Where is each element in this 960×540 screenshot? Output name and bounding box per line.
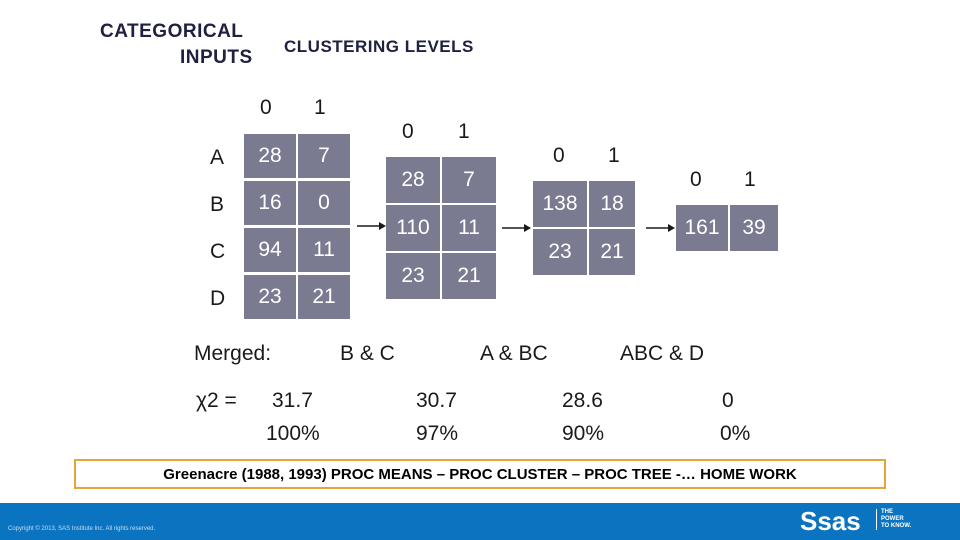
t1-col-0: 0 xyxy=(260,96,272,119)
t1-cell: 16 xyxy=(244,181,296,225)
t1-col-1: 1 xyxy=(314,96,326,119)
t1-cell: 0 xyxy=(298,181,350,225)
tagline-line: THE xyxy=(881,509,893,515)
t1-cell: 7 xyxy=(298,134,350,178)
tagline-line: TO KNOW. xyxy=(881,523,912,529)
t4-cell: 39 xyxy=(730,205,778,251)
t3-cell: 23 xyxy=(533,229,587,275)
chi-value: 0 xyxy=(722,389,734,412)
merged-a-bc: A & BC xyxy=(480,342,548,365)
t1-cell: 21 xyxy=(298,275,350,319)
t2-cell: 11 xyxy=(442,205,496,251)
merged-label: Merged: xyxy=(194,342,272,365)
t1-cell: 94 xyxy=(244,228,296,272)
header-categorical: CATEGORICAL xyxy=(100,21,244,42)
t2-cell: 7 xyxy=(442,157,496,203)
t1-cell: 28 xyxy=(244,134,296,178)
sas-logo: Ssas xyxy=(800,506,861,536)
t1-cell: 11 xyxy=(298,228,350,272)
chi-value: 31.7 xyxy=(272,389,313,412)
footer-bar xyxy=(0,503,960,540)
merged-b-c: B & C xyxy=(340,342,395,365)
t2-cell: 21 xyxy=(442,253,496,299)
t4-col-1: 1 xyxy=(744,168,756,191)
arrow-icon xyxy=(357,222,386,230)
reference-note: Greenacre (1988, 1993) PROC MEANS – PROC… xyxy=(74,459,886,489)
t3-cell: 18 xyxy=(589,181,635,227)
t1-row-label-a: A xyxy=(210,146,225,169)
tagline-line: POWER xyxy=(881,516,904,522)
copyright: Copyright © 2013, SAS Institute Inc. All… xyxy=(8,526,156,532)
t3-cell: 21 xyxy=(589,229,635,275)
chi-value: 30.7 xyxy=(416,389,457,412)
t3-col-1: 1 xyxy=(608,144,620,167)
t2-col-0: 0 xyxy=(402,120,414,143)
t1-row-label-d: D xyxy=(210,287,226,310)
chi-percent: 97% xyxy=(416,422,459,445)
chi-percent: 100% xyxy=(266,422,320,445)
t4-cell: 161 xyxy=(676,205,728,251)
t1-row-label-c: C xyxy=(210,240,226,263)
chi-percent: 90% xyxy=(562,422,605,445)
arrow-icon xyxy=(646,224,675,232)
tagline: THE POWER TO KNOW. xyxy=(876,509,911,530)
header-inputs: INPUTS xyxy=(180,47,253,68)
t2-cell: 110 xyxy=(386,205,440,251)
t1-row-label-b: B xyxy=(210,193,225,216)
chi-label: χ2 = xyxy=(196,389,237,412)
t3-cell: 138 xyxy=(533,181,587,227)
t2-cell: 23 xyxy=(386,253,440,299)
header-clustering-levels: CLUSTERING LEVELS xyxy=(284,37,474,56)
t1-cell: 23 xyxy=(244,275,296,319)
t4-col-0: 0 xyxy=(690,168,702,191)
arrow-icon xyxy=(502,224,531,232)
merged-abc-d: ABC & D xyxy=(620,342,705,365)
t2-col-1: 1 xyxy=(458,120,470,143)
chi-percent: 0% xyxy=(720,422,751,445)
t3-col-0: 0 xyxy=(553,144,565,167)
chi-value: 28.6 xyxy=(562,389,603,412)
t2-cell: 28 xyxy=(386,157,440,203)
